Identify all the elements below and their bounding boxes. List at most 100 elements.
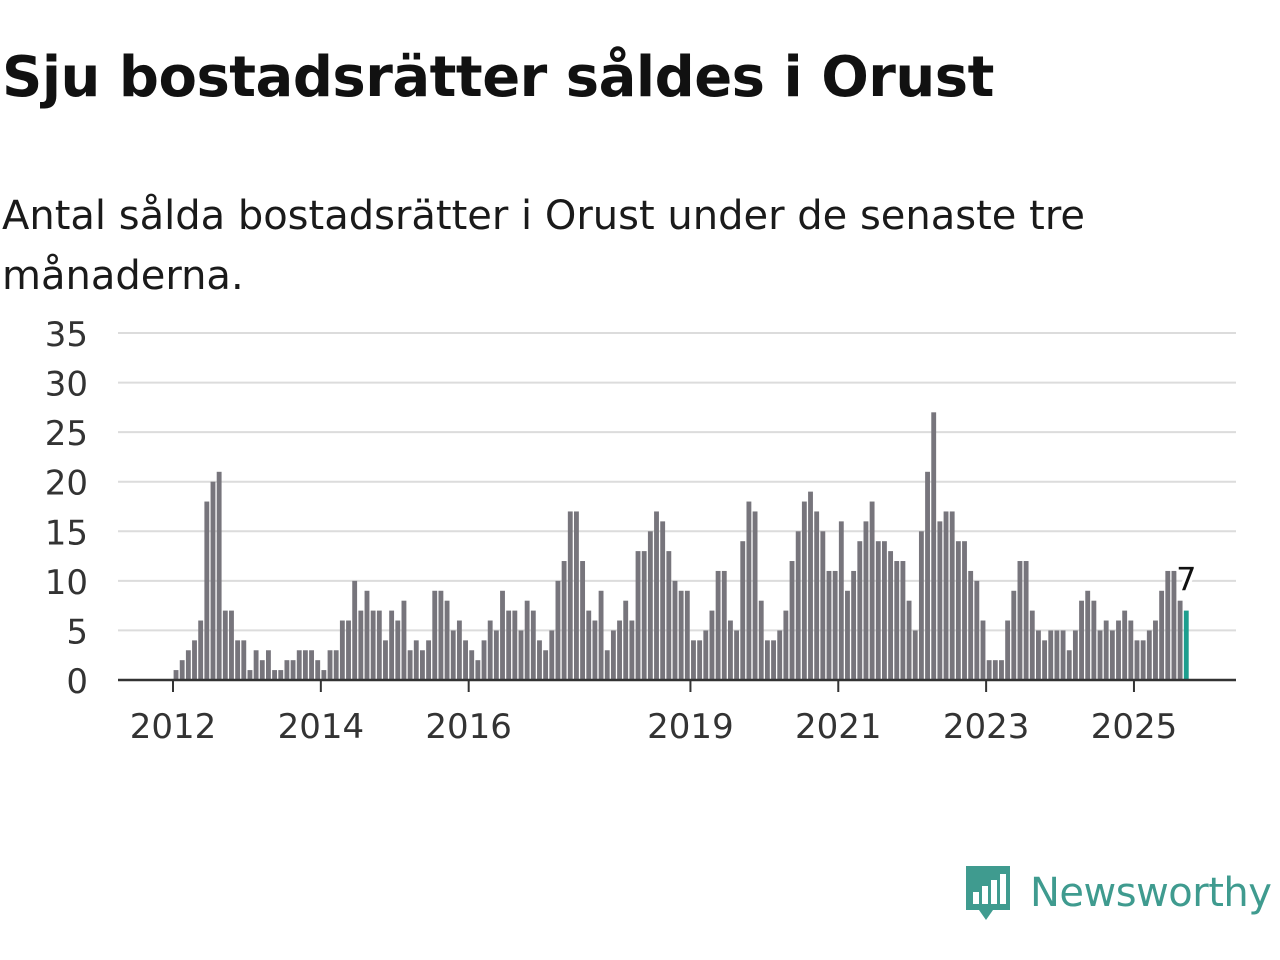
bar	[173, 670, 179, 680]
bar	[629, 620, 635, 680]
bar	[321, 670, 327, 680]
bar	[395, 620, 401, 680]
bar	[537, 640, 542, 680]
bar	[604, 650, 610, 680]
bar	[684, 590, 690, 680]
bar	[808, 491, 813, 680]
bar	[832, 570, 838, 680]
bar	[771, 640, 776, 680]
bar	[943, 511, 949, 680]
bar	[339, 620, 345, 680]
x-tick-label: 2025	[1091, 707, 1178, 747]
bar	[814, 511, 820, 680]
bar	[654, 511, 659, 680]
bar	[272, 670, 278, 680]
bar	[1079, 600, 1084, 680]
bar	[783, 610, 789, 680]
bar	[401, 600, 407, 680]
x-tick-label: 2012	[130, 707, 217, 747]
annotations: 7	[1173, 558, 1199, 602]
bar	[1165, 570, 1171, 680]
bar	[617, 620, 622, 680]
bar	[1029, 610, 1035, 680]
bar	[672, 580, 678, 680]
bar	[974, 580, 980, 680]
bar	[1103, 620, 1109, 680]
bar	[931, 412, 937, 680]
bar	[851, 570, 857, 680]
bar	[647, 531, 653, 680]
bar	[764, 640, 770, 680]
y-tick-label: 5	[66, 612, 88, 652]
bar	[1066, 650, 1072, 680]
bar	[1116, 620, 1121, 680]
bar	[192, 640, 197, 680]
bar	[703, 630, 709, 680]
y-tick-label: 20	[45, 464, 88, 504]
bar	[869, 501, 875, 680]
bar	[524, 600, 530, 680]
bar	[1054, 630, 1060, 680]
bar	[1011, 590, 1017, 680]
highlight-value-label: 7	[1176, 561, 1196, 599]
bar	[561, 561, 567, 680]
bar	[315, 660, 321, 680]
y-tick-label: 15	[45, 513, 88, 553]
bar	[253, 650, 259, 680]
bar	[1140, 640, 1146, 680]
bar	[598, 590, 604, 680]
y-axis: 0 5 10 15 20 25 30 35	[45, 315, 88, 702]
bar	[697, 640, 703, 680]
bar	[284, 660, 290, 680]
bar	[746, 501, 752, 680]
bar	[1005, 620, 1011, 680]
bar	[204, 501, 210, 680]
bars	[173, 412, 1189, 680]
bar	[721, 570, 727, 680]
bar	[463, 640, 468, 680]
bar	[259, 660, 265, 680]
bar	[728, 620, 733, 680]
x-tick-label: 2016	[425, 707, 512, 747]
bar	[623, 600, 629, 680]
bar	[1128, 620, 1134, 680]
y-tick-label: 0	[66, 662, 88, 702]
bar	[937, 521, 943, 680]
bar	[1134, 640, 1140, 680]
bar	[444, 600, 450, 680]
bar	[179, 660, 185, 680]
bar	[912, 630, 918, 680]
grid-lines	[118, 332, 1236, 632]
bar	[789, 561, 795, 680]
bar	[857, 541, 863, 680]
bar	[555, 580, 561, 680]
bar	[413, 640, 419, 680]
bar	[278, 670, 284, 680]
chart-subtitle: Antal sålda bostadsrätter i Orust under …	[2, 193, 1085, 299]
x-tick-label: 2021	[795, 707, 882, 747]
bar	[660, 521, 666, 680]
bar	[185, 650, 191, 680]
bar	[740, 541, 746, 680]
bar	[426, 640, 432, 680]
bar	[389, 610, 395, 680]
bar	[709, 610, 715, 680]
bar	[1085, 590, 1091, 680]
bar	[992, 660, 998, 680]
bar	[346, 620, 351, 680]
bar	[1023, 561, 1029, 680]
bar	[420, 650, 425, 680]
bar	[610, 630, 616, 680]
bar	[333, 650, 339, 680]
bar	[210, 481, 216, 680]
bar	[327, 650, 333, 680]
bar	[882, 541, 887, 680]
bar	[543, 650, 549, 680]
bar	[691, 640, 696, 680]
bar	[968, 570, 974, 680]
bar	[407, 650, 413, 680]
bar	[383, 640, 388, 680]
bar	[506, 610, 512, 680]
bar	[1097, 630, 1103, 680]
